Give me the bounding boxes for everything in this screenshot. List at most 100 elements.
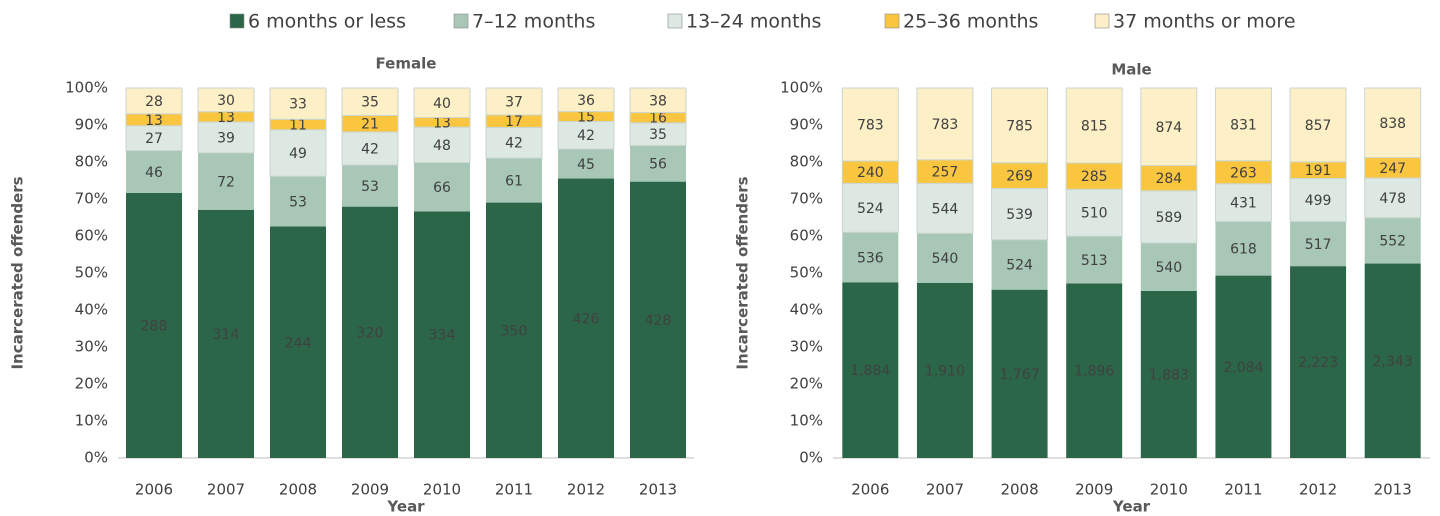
bar-segment <box>1215 221 1272 276</box>
x-tick-label: 2008 <box>1000 481 1038 499</box>
bar-segment <box>126 192 182 459</box>
data-label: 1,767 <box>1000 367 1040 383</box>
bar-segment <box>1140 190 1198 244</box>
data-label: 589 <box>1155 210 1182 226</box>
bar-segment <box>485 126 543 159</box>
y-tick-label: 0% <box>84 449 108 467</box>
bar-segment <box>841 87 899 162</box>
bar-segment <box>842 282 899 458</box>
bar-segment <box>342 206 398 458</box>
data-label: 334 <box>429 328 456 344</box>
data-label: 269 <box>1006 169 1033 185</box>
bar-segment <box>414 162 470 212</box>
y-tick-label: 90% <box>790 116 823 134</box>
bar-segment <box>126 150 182 193</box>
bar-segment <box>991 187 1049 241</box>
bar-segment <box>413 126 471 164</box>
y-tick-label: 30% <box>75 338 108 356</box>
data-label: 48 <box>433 138 451 154</box>
bar-segment <box>916 87 974 161</box>
y-tick-label: 80% <box>790 153 823 171</box>
data-label: 1,884 <box>850 363 890 379</box>
data-label: 45 <box>577 157 595 173</box>
data-label: 499 <box>1305 193 1332 209</box>
data-label: 618 <box>1230 242 1257 258</box>
bar-segment <box>1065 162 1123 190</box>
y-axis-label: Incarcerated offenders <box>9 176 27 369</box>
data-label: 540 <box>932 251 959 267</box>
data-label: 783 <box>857 118 884 134</box>
y-tick-label: 20% <box>75 375 108 393</box>
legend-swatch <box>884 13 900 29</box>
data-label: 510 <box>1081 206 1108 222</box>
data-label: 191 <box>1305 163 1332 179</box>
x-tick-label: 2013 <box>1374 481 1412 499</box>
legend-label: 37 months or more <box>1113 11 1296 33</box>
legend-swatch <box>667 13 683 29</box>
x-tick-label: 2011 <box>495 481 533 499</box>
data-label: 46 <box>145 165 163 181</box>
bar-segment <box>198 209 254 458</box>
data-label: 552 <box>1379 234 1406 250</box>
bar-segment <box>629 87 687 114</box>
data-label: 61 <box>505 173 523 189</box>
data-label: 240 <box>857 165 884 181</box>
data-label: 320 <box>357 325 384 341</box>
bar-segment <box>991 239 1048 290</box>
data-label: 288 <box>141 318 168 334</box>
data-label: 857 <box>1305 118 1332 134</box>
y-tick-label: 0% <box>799 449 823 467</box>
data-label: 72 <box>217 174 235 190</box>
y-tick-label: 100% <box>65 79 108 97</box>
data-label: 66 <box>433 180 451 196</box>
data-label: 285 <box>1081 169 1108 185</box>
y-tick-label: 80% <box>75 153 108 171</box>
bar-segment <box>1140 87 1198 167</box>
bar-segment <box>557 87 615 113</box>
bar-segment <box>270 176 326 227</box>
bar-segment <box>486 202 542 458</box>
bar-segment <box>991 289 1048 458</box>
data-label: 38 <box>649 93 667 109</box>
data-label: 30 <box>217 93 235 109</box>
x-axis-label: Year <box>1112 498 1151 516</box>
x-tick-label: 2007 <box>207 481 245 499</box>
chart-title: Male <box>1111 61 1151 79</box>
bar-segment <box>1140 243 1197 291</box>
bar-segment <box>342 164 398 207</box>
y-tick-label: 20% <box>790 375 823 393</box>
bar-segment <box>1364 87 1422 159</box>
data-label: 40 <box>433 96 451 112</box>
bar-segment <box>1065 87 1123 164</box>
data-label: 524 <box>1006 258 1033 274</box>
bar-segment <box>341 87 399 116</box>
bar-segment <box>916 233 973 283</box>
y-tick-label: 70% <box>790 190 823 208</box>
data-label: 42 <box>361 141 379 157</box>
bar-segment <box>485 87 543 116</box>
data-label: 540 <box>1155 260 1182 276</box>
x-tick-label: 2011 <box>1224 481 1262 499</box>
data-label: 783 <box>932 117 959 133</box>
y-tick-label: 50% <box>75 264 108 282</box>
legend-label: 6 months or less <box>248 11 406 33</box>
data-label: 244 <box>285 335 312 351</box>
data-label: 15 <box>577 110 595 126</box>
bar-segment <box>270 226 326 458</box>
bar-segment <box>197 87 255 113</box>
data-label: 1,896 <box>1074 364 1114 380</box>
x-tick-label: 2006 <box>135 481 173 499</box>
bar-segment <box>414 211 470 458</box>
x-tick-label: 2008 <box>279 481 317 499</box>
data-label: 2,084 <box>1223 360 1263 376</box>
data-label: 544 <box>932 201 959 217</box>
data-label: 513 <box>1081 253 1108 269</box>
bar-segment <box>1290 221 1347 267</box>
data-label: 39 <box>217 130 235 146</box>
data-label: 35 <box>649 127 667 143</box>
data-label: 49 <box>289 146 307 162</box>
bar-segment <box>413 87 471 119</box>
bar-segment <box>1214 183 1272 222</box>
data-label: 13 <box>433 115 451 131</box>
data-label: 53 <box>361 179 379 195</box>
